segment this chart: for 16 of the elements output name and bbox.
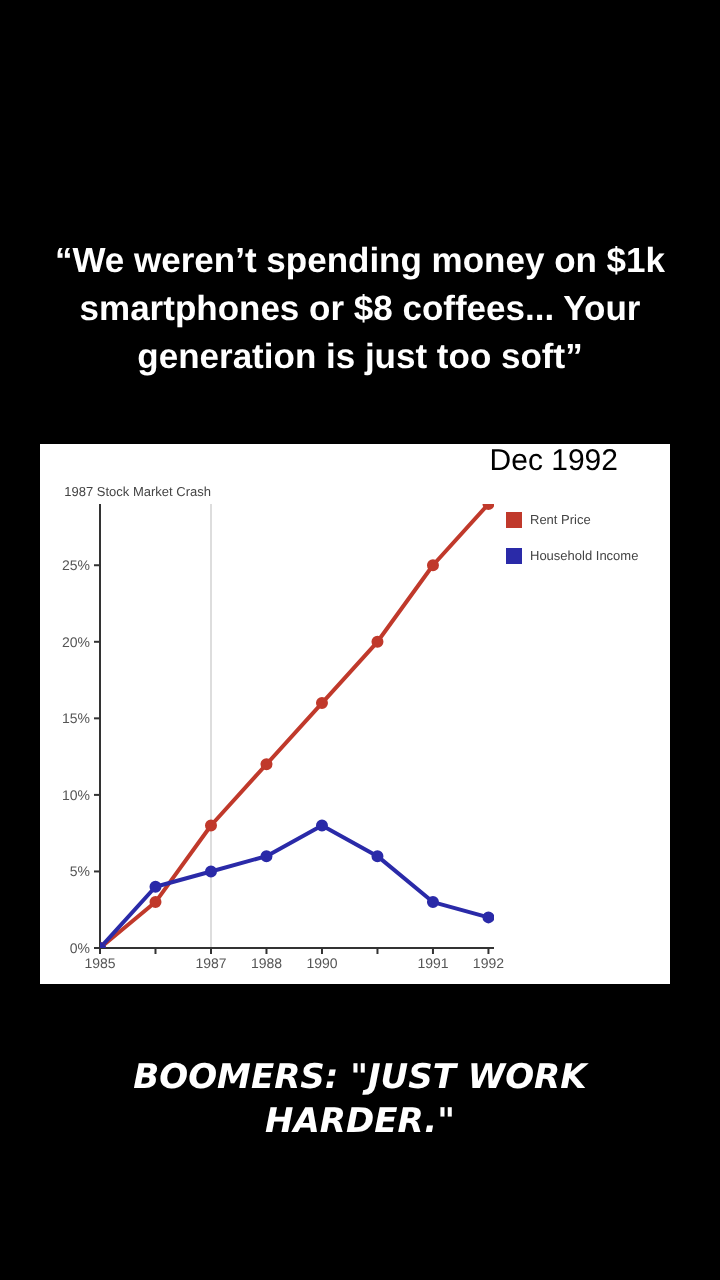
point (204, 819, 217, 832)
point (426, 559, 439, 572)
point (371, 850, 384, 863)
point (315, 697, 328, 710)
point (315, 819, 328, 832)
point (426, 896, 439, 909)
chart-title: “We weren’t spending money on $1k smartphones or $8 coffees... Your generation is just too soft” (52, 238, 668, 380)
point (371, 635, 384, 648)
point (260, 758, 273, 771)
point (482, 911, 494, 924)
point (260, 850, 273, 863)
chart-subtitle: Dec 1992 (489, 444, 618, 478)
text: BOOMERS: "JUST WORK HARDER." (131, 1056, 591, 1144)
point (149, 896, 162, 909)
point (204, 865, 217, 878)
point (149, 880, 162, 893)
